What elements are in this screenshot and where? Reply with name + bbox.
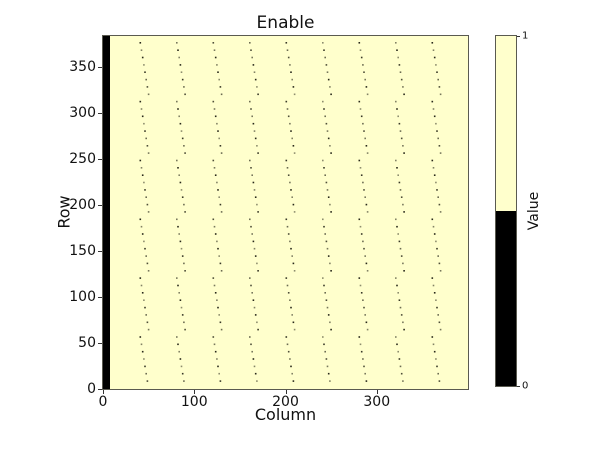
y-tick-label: 100 [69, 289, 96, 306]
y-tick-mark [98, 251, 102, 253]
y-tick-mark [98, 343, 102, 345]
x-tick-label: 300 [363, 394, 391, 410]
disabled-column-band [103, 36, 110, 389]
y-tick-mark [98, 205, 102, 207]
colorbar-label: Value [526, 191, 542, 231]
x-tick-label: 0 [98, 394, 108, 410]
y-tick-label: 250 [69, 151, 96, 168]
colorbar-tick-label: 1 [522, 30, 529, 42]
colorbar-segment [496, 36, 516, 211]
y-tick-mark [98, 297, 102, 299]
x-axis-label: Column [254, 405, 317, 424]
y-axis-label: Row [54, 195, 74, 229]
y-tick-mark [98, 67, 102, 69]
y-tick-label: 350 [69, 59, 96, 76]
x-tick-mark [285, 390, 287, 394]
y-tick-label: 50 [78, 335, 96, 352]
x-tick-mark [194, 390, 196, 394]
y-tick-label: 300 [69, 105, 96, 122]
colorbar-tick-mark [517, 36, 520, 37]
y-tick-label: 150 [69, 243, 96, 260]
colorbar [495, 35, 517, 387]
x-tick-mark [376, 390, 378, 394]
plot-area [102, 35, 469, 390]
x-tick-label: 200 [272, 394, 299, 410]
chart-title: Enable [256, 13, 315, 33]
y-tick-label: 0 [87, 381, 96, 397]
y-tick-mark [98, 159, 102, 161]
x-tick-label: 100 [180, 394, 208, 410]
colorbar-tick-mark [517, 386, 520, 387]
y-tick-mark [98, 389, 102, 390]
y-tick-label: 200 [69, 197, 96, 214]
x-tick-mark [103, 390, 104, 394]
colorbar-segment [496, 211, 516, 386]
y-tick-mark [98, 113, 102, 115]
disabled-pixel-dots [139, 42, 442, 382]
colorbar-tick-label: 0 [522, 380, 529, 392]
